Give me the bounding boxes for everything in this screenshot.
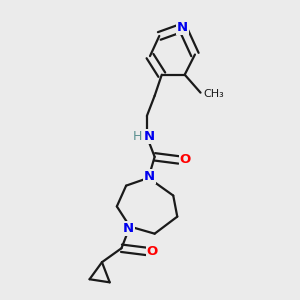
Text: N: N [177, 21, 188, 34]
Text: N: N [144, 130, 155, 143]
Text: N: N [123, 222, 134, 235]
Text: O: O [179, 153, 191, 167]
Text: N: N [144, 170, 155, 183]
Text: H: H [133, 130, 142, 143]
Text: CH₃: CH₃ [203, 89, 224, 99]
Text: O: O [147, 245, 158, 258]
